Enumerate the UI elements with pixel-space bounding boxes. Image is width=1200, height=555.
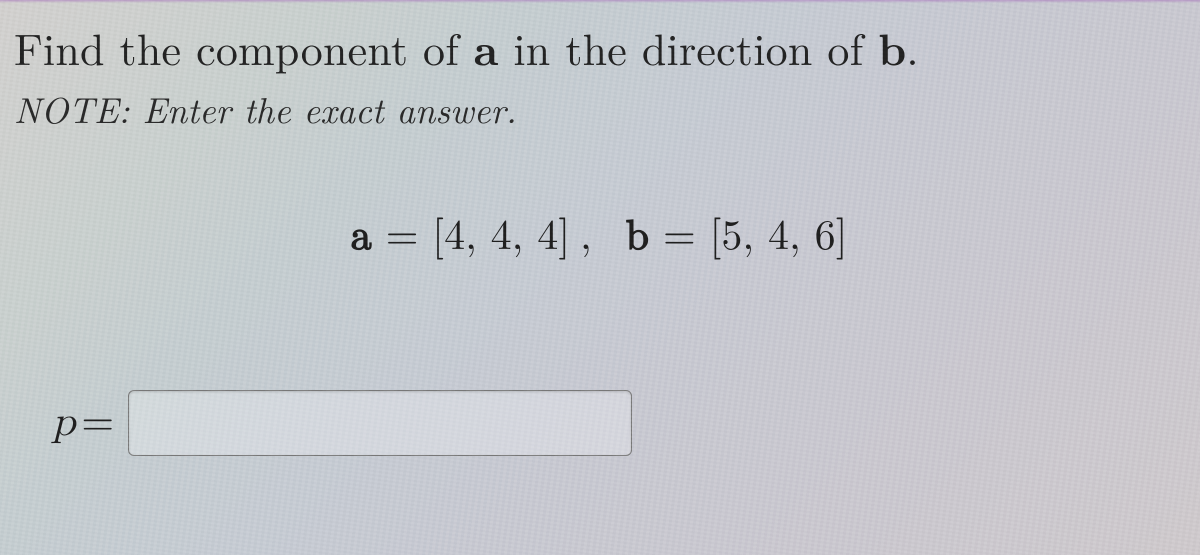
eq-sign-1: = — [372, 216, 433, 258]
prompt-middle: in the direction of — [499, 15, 879, 78]
prompt-vector-a: a — [474, 15, 499, 78]
answer-input[interactable] — [128, 390, 632, 456]
eq-b-label: b — [626, 216, 649, 258]
eq-sign-2: = — [649, 216, 710, 258]
prompt-suffix: . — [906, 15, 918, 78]
eq-b-value: [5, 4, 6] — [710, 216, 848, 258]
prompt-prefix: Find the component of — [14, 15, 474, 78]
eq-comma: , — [570, 216, 626, 258]
answer-symbol: p — [52, 398, 75, 448]
question-content: Find the component of a in the direction… — [0, 0, 1200, 456]
answer-row: p = — [52, 390, 1184, 456]
eq-a-value: [4, 4, 4] — [432, 216, 570, 258]
equation-line: a=[4, 4, 4],b=[5, 4, 6] — [14, 212, 1184, 262]
prompt-line: Find the component of a in the direction… — [14, 22, 1184, 73]
answer-eq-sign: = — [81, 398, 114, 448]
eq-a-label: a — [351, 216, 372, 258]
prompt-vector-b: b — [878, 15, 906, 78]
note-line: NOTE: Enter the exact answer. — [14, 83, 1184, 134]
equation-math: a=[4, 4, 4],b=[5, 4, 6] — [351, 216, 848, 258]
